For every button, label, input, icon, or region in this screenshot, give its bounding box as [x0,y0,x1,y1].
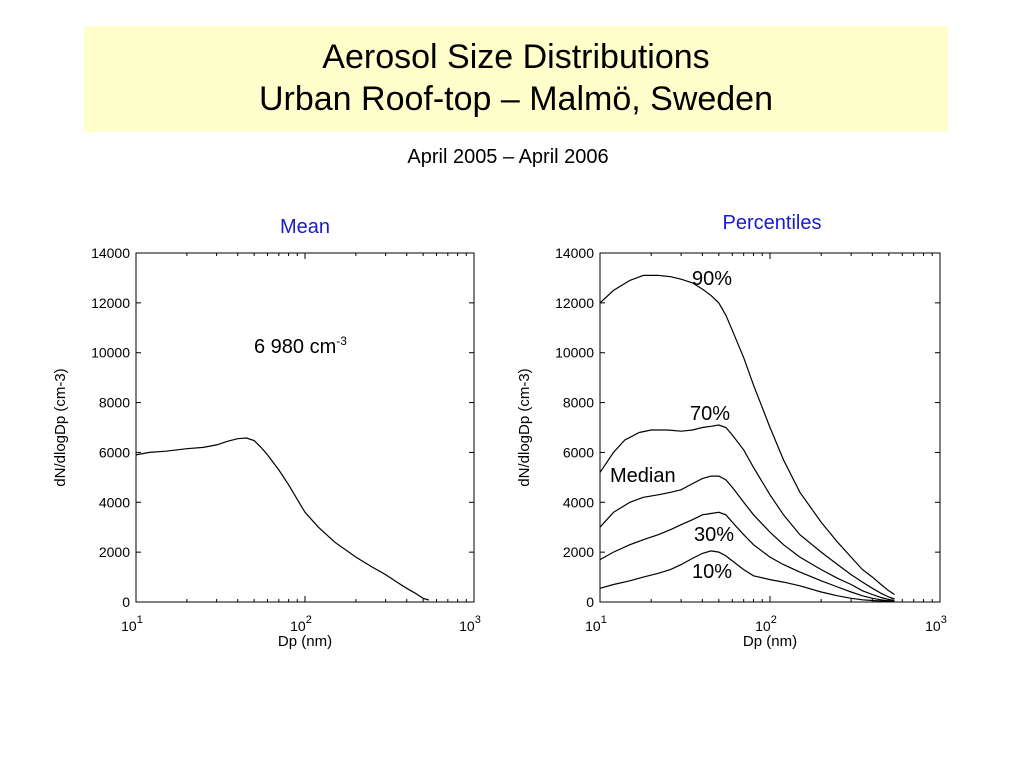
date-range-text: April 2005 – April 2006 [407,146,609,168]
y-tick-label: 12000 [555,295,594,311]
x-tick-exponent: 2 [306,614,312,626]
plot-frame [135,252,475,603]
x-tick-base: 10 [121,618,137,634]
y-tick-label: 0 [586,594,594,610]
x-axis-label: Dp (nm) [278,633,332,650]
x-tick-base: 10 [290,618,306,634]
title-banner: Aerosol Size Distributions Urban Roof-to… [84,26,948,132]
mean-series-line [135,437,429,601]
y-tick-label: 10000 [91,345,130,361]
y-tick-label: 2000 [99,544,130,560]
mean-panel-title: Mean [279,216,331,238]
x-axis-label: Dp (nm) [743,633,797,650]
y-tick-label: 6000 [99,444,130,460]
series-label-90pct: 90% [692,268,732,290]
series-label-70pct: 70% [690,403,730,425]
series-line-10pct [599,550,895,603]
x-tick-base: 10 [585,618,601,634]
x-tick-exponent: 3 [941,614,947,626]
series-line-70pct [599,424,895,600]
y-tick-label: 4000 [99,494,130,510]
series-label-median: Median [610,465,676,487]
x-tick-exponent: 2 [771,614,777,626]
x-tick-label: 103 [459,614,481,634]
percentiles-panel-title: Percentiles [722,212,822,234]
x-tick-label: 101 [585,614,607,634]
x-tick-base: 10 [925,618,941,634]
annotation-value: 6 980 cm [254,336,336,358]
x-tick-label: 101 [121,614,143,634]
series-line-median [599,475,895,602]
x-tick-exponent: 1 [601,614,607,626]
y-axis-label: dN/dlogDp (cm-3) [52,368,69,486]
y-tick-label: 2000 [563,544,594,560]
x-tick-label: 102 [290,614,312,634]
y-tick-label: 12000 [91,295,130,311]
y-tick-label: 0 [122,594,130,610]
x-tick-exponent: 1 [137,614,143,626]
series-label-10pct: 10% [692,561,732,583]
y-tick-label: 4000 [563,494,594,510]
title-line-2: Urban Roof-top – Malmö, Sweden [258,80,774,118]
y-tick-label: 14000 [555,245,594,261]
series-label-30pct: 30% [694,524,734,546]
x-tick-base: 10 [459,618,475,634]
x-tick-exponent: 3 [475,614,481,626]
y-tick-label: 10000 [555,345,594,361]
annotation-unit-exponent: -3 [336,334,347,348]
y-tick-label: 8000 [99,395,130,411]
y-tick-label: 14000 [91,245,130,261]
title-line-1: Aerosol Size Distributions [322,38,710,76]
y-tick-label: 6000 [563,444,594,460]
x-tick-base: 10 [755,618,771,634]
series-line-30pct [599,511,895,602]
y-tick-label: 8000 [563,395,594,411]
mean-concentration-annotation: 6 980 cm-3 [254,334,347,358]
x-tick-label: 102 [755,614,777,634]
x-tick-label: 103 [925,614,947,634]
series-line-90pct [599,274,895,596]
y-axis-label: dN/dlogDp (cm-3) [516,368,533,486]
date-range-subtitle: April 2005 – April 2006 [0,146,1024,169]
